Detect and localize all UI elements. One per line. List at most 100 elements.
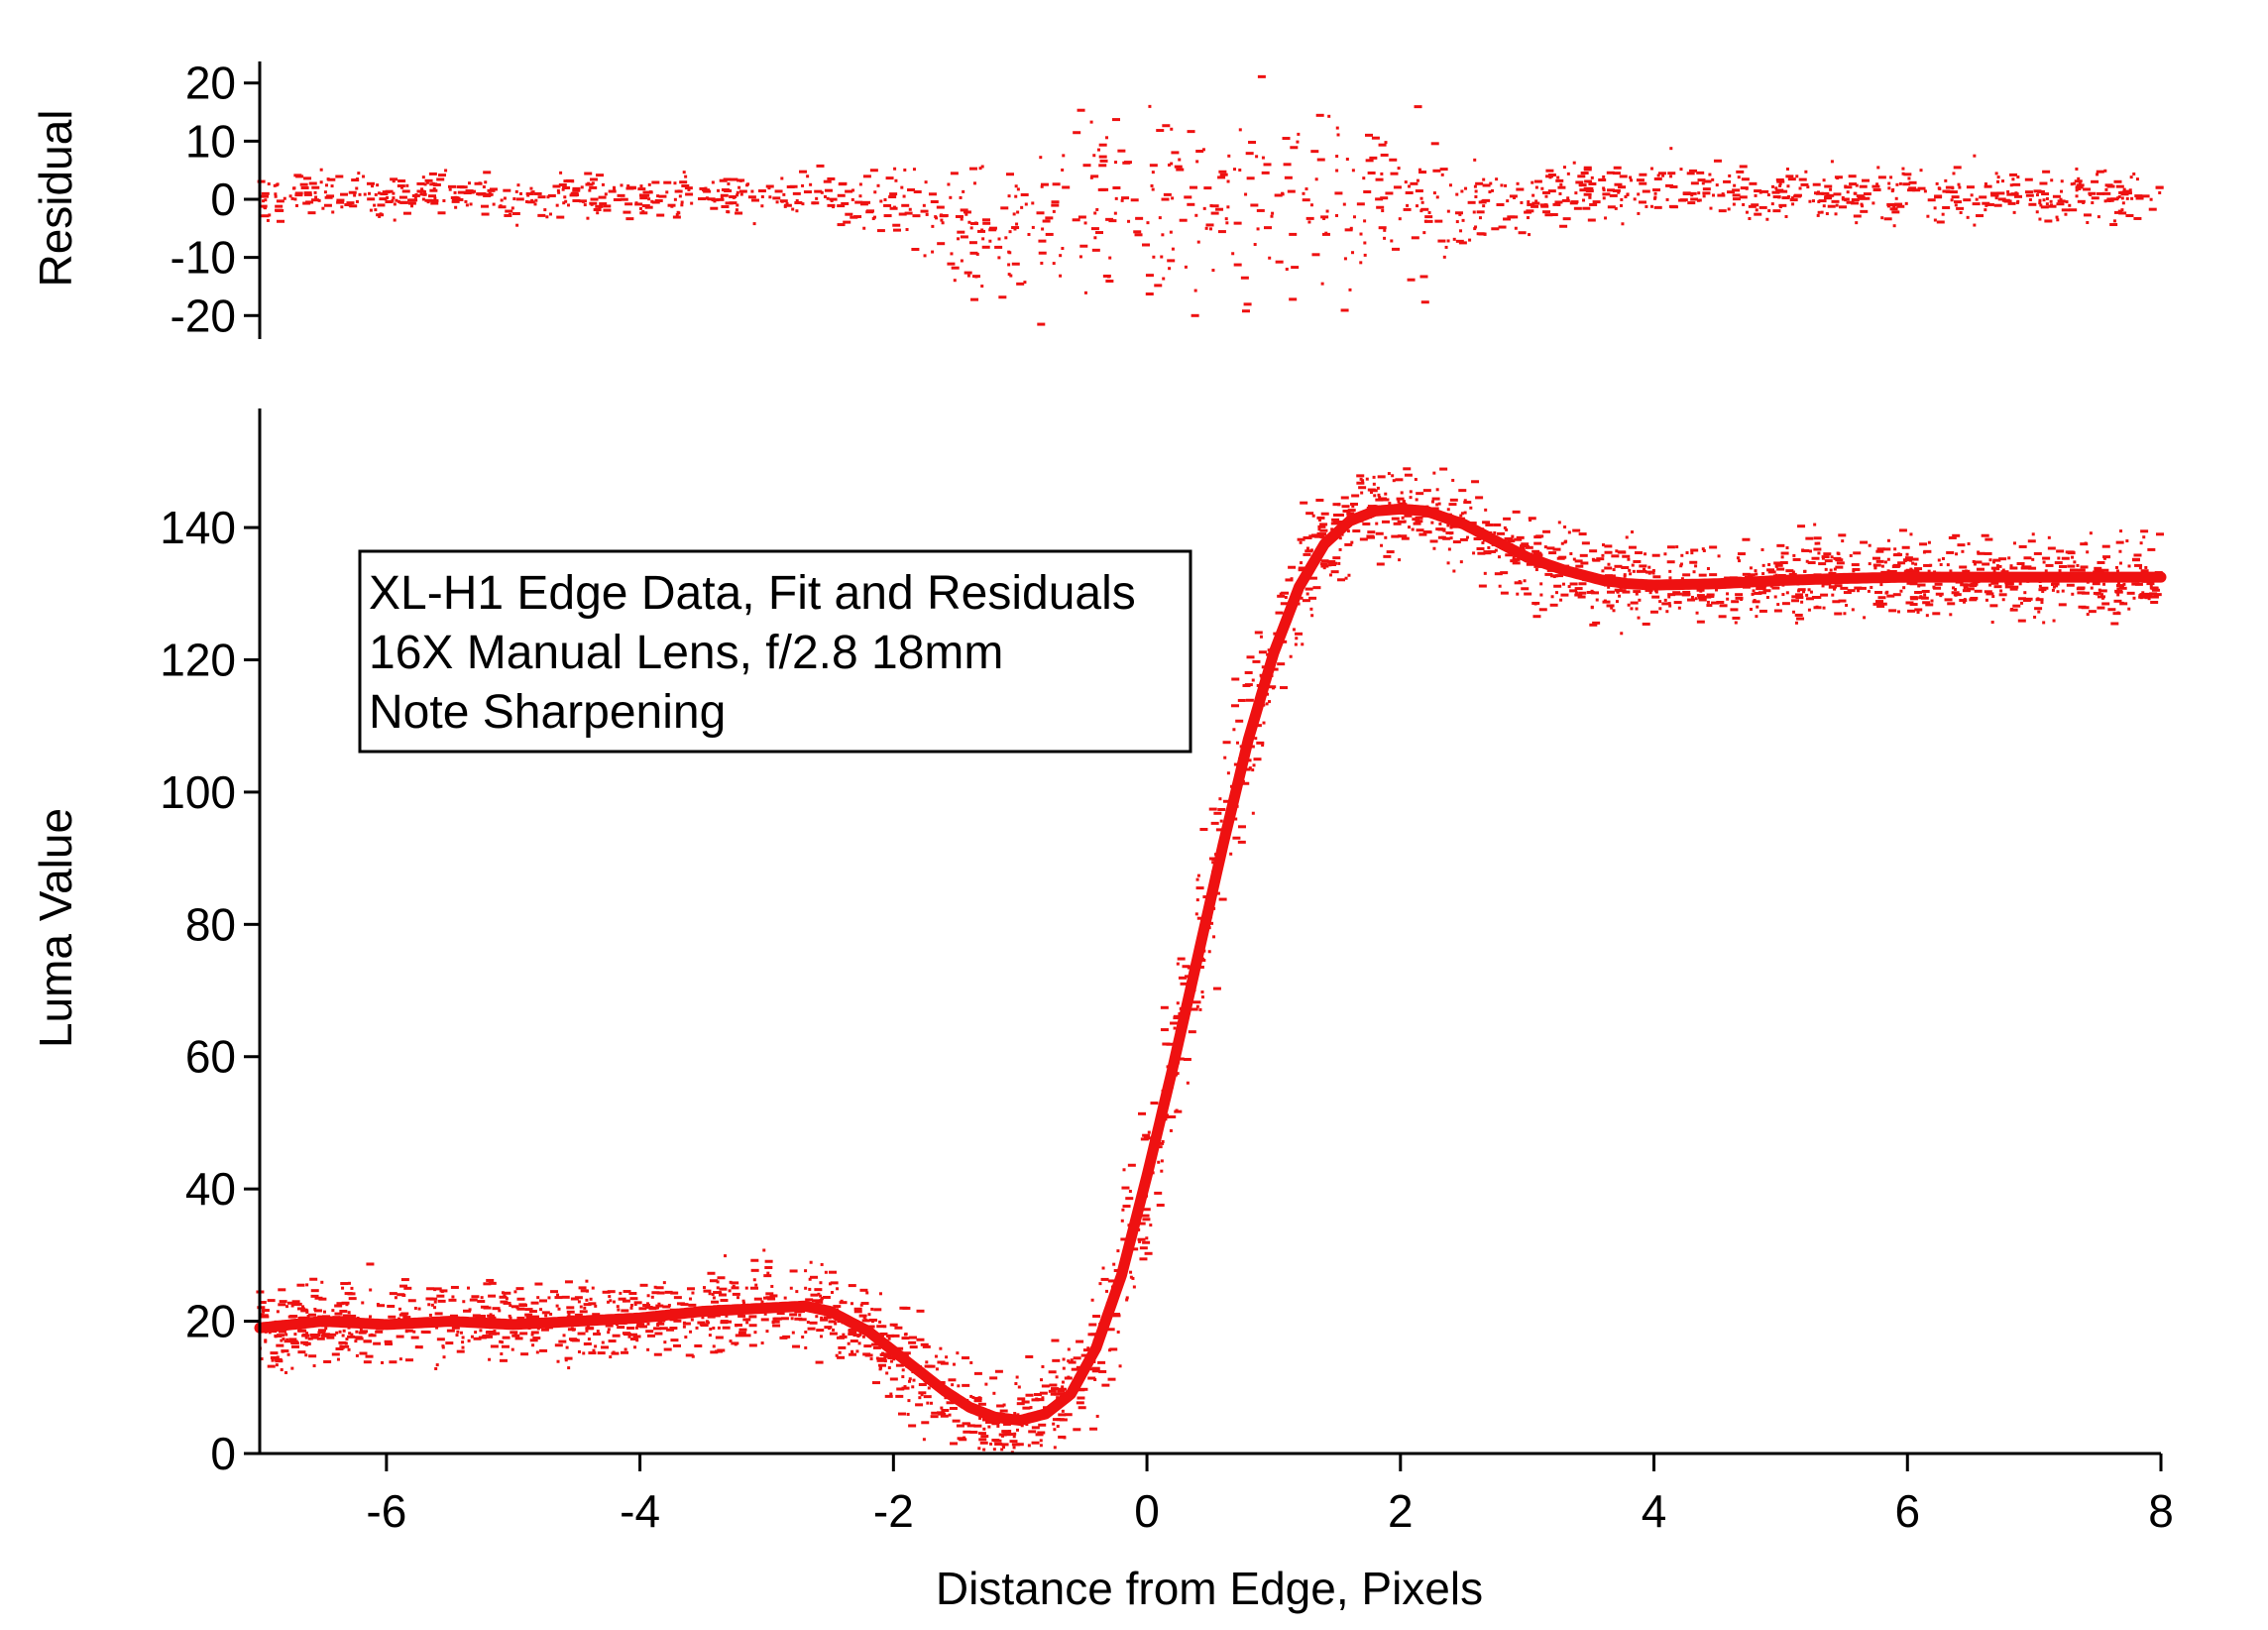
residual-point (1653, 176, 1662, 180)
edge-data-point (2125, 539, 2129, 543)
edge-data-point (1947, 602, 1956, 606)
residual-point (982, 221, 991, 225)
edge-data-point (304, 1336, 308, 1339)
residual-point (1588, 181, 1597, 185)
edge-data-point (594, 1304, 598, 1308)
edge-data-point (992, 1448, 996, 1452)
edge-data-point (1754, 591, 1762, 595)
edge-data-point (1885, 590, 1889, 594)
edge-data-point (748, 1324, 757, 1328)
residual-point (957, 237, 961, 241)
edge-data-point (737, 1296, 740, 1300)
residual-point (684, 186, 693, 190)
edge-data-point (1715, 588, 1719, 592)
edge-data-point (2058, 569, 2062, 573)
edge-data-point (688, 1303, 697, 1307)
edge-data-point (1481, 540, 1485, 544)
edge-data-point (1701, 547, 1705, 551)
residual-point (489, 187, 498, 191)
residual-point (1008, 251, 1012, 255)
residual-point (1669, 175, 1673, 178)
residual-point (1475, 181, 1484, 185)
residual-point (1604, 216, 1608, 220)
edge-data-point (680, 1303, 689, 1307)
edge-data-point (1822, 606, 1826, 610)
edge-data-point (962, 1356, 970, 1360)
edge-data-point (1998, 593, 2007, 597)
residual-point (1984, 208, 1987, 212)
residual-point (681, 183, 690, 187)
residual-point (1891, 210, 1900, 214)
residual-point (1908, 186, 1917, 190)
edge-data-point (1157, 1160, 1161, 1164)
residual-point (1880, 216, 1884, 220)
residual-point (1261, 156, 1265, 160)
edge-data-point (1813, 536, 1822, 540)
edge-data-point (1337, 561, 1341, 565)
edge-data-point (1591, 557, 1595, 561)
residual-point (1452, 237, 1456, 241)
edge-data-point (1697, 596, 1706, 600)
edge-data-point (1841, 539, 1845, 543)
edge-data-point (909, 1345, 918, 1349)
residual-point (564, 199, 568, 203)
residual-point (2007, 201, 2016, 205)
edge-data-point (1399, 534, 1408, 538)
residual-point (1263, 226, 1272, 230)
residual-point (2149, 197, 2153, 201)
edge-data-point (2038, 584, 2042, 588)
residual-point (1435, 195, 1439, 199)
residual-point (266, 218, 270, 222)
edge-data-point (1027, 1444, 1031, 1448)
edge-data-point (1393, 522, 1402, 525)
residual-point (1464, 186, 1468, 190)
residual-point (1584, 179, 1593, 183)
residual-point (1045, 232, 1054, 236)
edge-data-point (1459, 560, 1463, 564)
edge-data-point (798, 1313, 802, 1317)
edge-data-point (1300, 561, 1304, 565)
edge-data-point (2051, 582, 2060, 586)
edge-data-point (2054, 561, 2063, 565)
edge-data-point (725, 1314, 729, 1318)
edge-data-point (270, 1351, 279, 1355)
residual-point (1134, 233, 1143, 237)
edge-data-point (1351, 494, 1360, 498)
edge-data-point (734, 1342, 737, 1346)
edge-data-point (1595, 598, 1599, 602)
residual-point (1390, 239, 1394, 243)
edge-data-point (437, 1299, 446, 1303)
edge-data-point (1403, 467, 1412, 471)
edge-data-point (894, 1326, 903, 1330)
residual-point (2125, 196, 2129, 200)
edge-data-point (1268, 685, 1277, 689)
edge-data-point (2155, 532, 2164, 536)
residual-point (331, 210, 335, 214)
edge-data-point (1142, 1240, 1151, 1244)
edge-data-point (420, 1330, 429, 1334)
edge-data-point (1830, 555, 1834, 559)
edge-data-point (1112, 1314, 1121, 1318)
residual-point (2109, 223, 2118, 227)
edge-data-point (1303, 552, 1311, 556)
edge-data-point (886, 1334, 890, 1338)
edge-data-point (1056, 1396, 1060, 1400)
edge-data-point (1061, 1409, 1065, 1413)
edge-data-point (1469, 506, 1473, 510)
edge-data-point (1017, 1397, 1026, 1401)
edge-data-point (1643, 567, 1646, 571)
residual-point (1007, 263, 1011, 267)
residual-point (1895, 182, 1899, 186)
residual-point (1376, 205, 1385, 209)
residual-point (1244, 192, 1248, 196)
edge-data-point (2023, 591, 2027, 595)
residual-point (2125, 213, 2134, 217)
edge-data-point (428, 1313, 432, 1317)
edge-data-point (772, 1317, 781, 1321)
residual-point (1020, 205, 1024, 209)
residual-point (1163, 192, 1172, 196)
edge-data-point (530, 1331, 539, 1335)
residual-point (1686, 172, 1695, 175)
residual-point (537, 213, 546, 217)
residual-point (390, 177, 398, 181)
